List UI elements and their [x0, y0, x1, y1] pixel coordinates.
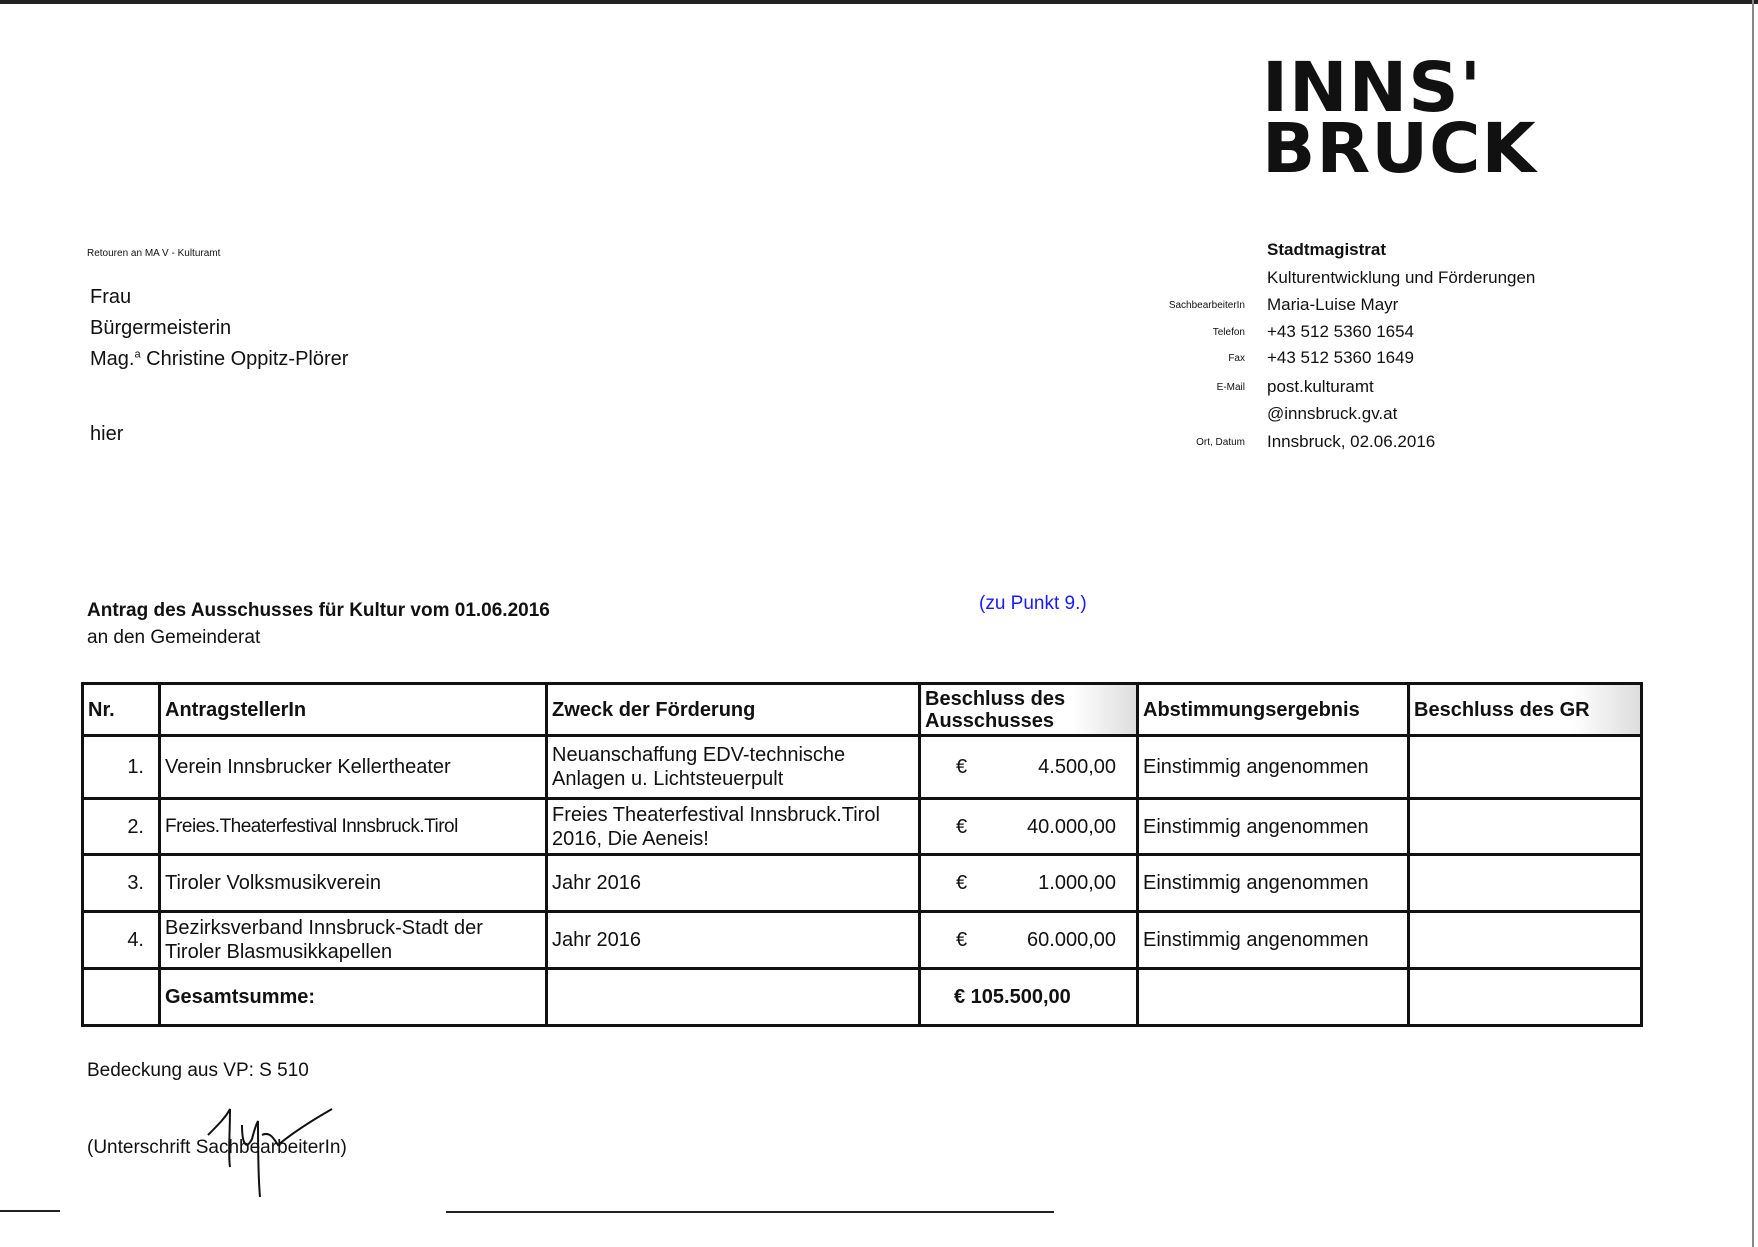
recipient-name-prefix: Mag.: [90, 348, 135, 370]
header-vote: Abstimmungsergebnis: [1136, 682, 1410, 737]
cell-empty: [81, 967, 161, 1027]
cell-vote: Einstimmig angenommen: [1136, 797, 1410, 856]
field-value: Innsbruck, 02.06.2016: [1267, 432, 1436, 451]
amount: 4.500,00: [1038, 756, 1116, 778]
cell-empty: [545, 967, 921, 1027]
header-gr-decision: Beschluss des GR: [1407, 682, 1643, 737]
cell-empty: [1407, 967, 1643, 1027]
agenda-reference: (zu Punkt 9.): [979, 593, 1087, 614]
cell-gr: [1407, 910, 1643, 970]
currency: €: [956, 929, 968, 951]
table-row: 4. Bezirksverband Innsbruck-Stadt der Ti…: [81, 910, 1643, 970]
cell-vote: Einstimmig angenommen: [1136, 734, 1410, 800]
cell-nr: 4.: [81, 910, 161, 970]
total-value: € 105.500,00: [918, 967, 1139, 1027]
header-committee-decision: Beschluss des Ausschusses: [918, 682, 1139, 737]
header-nr: Nr.: [81, 682, 161, 737]
cell-purpose: Freies Theaterfestival Innsbruck.Tirol 2…: [545, 797, 921, 856]
budget-coverage: Bedeckung aus VP: S 510: [87, 1060, 309, 1081]
cell-nr: 1.: [81, 734, 161, 800]
cell-amount: €4.500,00: [918, 734, 1139, 800]
currency: €: [956, 815, 968, 838]
document-title: Antrag des Ausschusses für Kultur vom 01…: [87, 600, 550, 621]
field-value: post.kulturamt: [1267, 377, 1374, 396]
document-subtitle: an den Gemeinderat: [87, 627, 261, 648]
field-value: Maria-Luise Mayr: [1267, 295, 1399, 314]
cell-vote: Einstimmig angenommen: [1136, 853, 1410, 913]
cell-applicant: Freies.Theaterfestival Innsbruck.Tirol: [158, 797, 548, 856]
sender-org: Stadtmagistrat: [1267, 240, 1387, 259]
amount: 40.000,00: [1027, 815, 1116, 838]
field-value: +43 512 5360 1654: [1267, 322, 1415, 341]
recipient-name-sup: a: [134, 348, 141, 361]
field-value: @innsbruck.gv.at: [1267, 404, 1398, 423]
recipient-title: Bürgermeisterin: [90, 317, 232, 339]
total-label: Gesamtsumme:: [158, 967, 548, 1027]
cell-gr: [1407, 797, 1643, 856]
field-label: Ort, Datum: [1196, 437, 1245, 448]
table-row: 3. Tiroler Volksmusikverein Jahr 2016 €1…: [81, 853, 1643, 913]
cell-nr: 3.: [81, 853, 161, 913]
cell-amount: €40.000,00: [918, 797, 1139, 856]
signature-label: (Unterschrift SachbearbeiterIn): [87, 1137, 347, 1158]
logo-line-1: INNS': [1262, 47, 1483, 128]
cell-purpose: Neuanschaffung EDV-technische Anlagen u.…: [545, 734, 921, 800]
signature-icon: [207, 1108, 333, 1198]
field-label: SachbearbeiterIn: [1168, 300, 1245, 311]
cell-applicant: Tiroler Volksmusikverein: [158, 853, 548, 913]
table-row: 1. Verein Innsbrucker Kellertheater Neua…: [81, 734, 1643, 800]
cell-purpose: Jahr 2016: [545, 853, 921, 913]
field-value: +43 512 5360 1649: [1267, 348, 1415, 367]
cell-amount: €60.000,00: [918, 910, 1139, 970]
field-label: Telefon: [1212, 327, 1245, 338]
currency: €: [956, 756, 968, 778]
cell-empty: [1136, 967, 1410, 1027]
cell-nr: 2.: [81, 797, 161, 856]
scan-border-top: [0, 0, 1758, 4]
table-header-row: Nr. AntragstellerIn Zweck der Förderung …: [81, 682, 1643, 737]
header-applicant: AntragstellerIn: [158, 682, 548, 737]
recipient-location: hier: [90, 423, 124, 445]
field-label: E-Mail: [1216, 382, 1245, 393]
scan-line: [0, 1210, 60, 1212]
amount: 60.000,00: [1027, 929, 1116, 951]
cell-gr: [1407, 853, 1643, 913]
cell-gr: [1407, 734, 1643, 800]
cell-amount: €1.000,00: [918, 853, 1139, 913]
scan-line: [446, 1211, 1054, 1213]
sender-dept: Kulturentwicklung und Förderungen: [1267, 268, 1536, 287]
logo-line-2: BRUCK: [1262, 108, 1537, 189]
recipient-name-text: Christine Oppitz-Plörer: [140, 348, 349, 370]
innsbruck-logo: INNS' BRUCK: [1262, 47, 1537, 189]
cell-applicant: Verein Innsbrucker Kellertheater: [158, 734, 548, 800]
table-row: 2. Freies.Theaterfestival Innsbruck.Tiro…: [81, 797, 1643, 856]
funding-table: Nr. AntragstellerIn Zweck der Förderung …: [81, 682, 1643, 1027]
recipient-salutation: Frau: [90, 286, 132, 308]
amount: 1.000,00: [1038, 872, 1116, 894]
field-label: Fax: [1228, 353, 1245, 364]
currency: €: [956, 872, 968, 894]
header-purpose: Zweck der Förderung: [545, 682, 921, 737]
recipient-name: Mag.a Christine Oppitz-Plörer: [90, 348, 348, 371]
cell-vote: Einstimmig angenommen: [1136, 910, 1410, 970]
table-total-row: Gesamtsumme: € 105.500,00: [81, 967, 1643, 1027]
return-address: Retouren an MA V - Kulturamt: [87, 248, 221, 259]
cell-purpose: Jahr 2016: [545, 910, 921, 970]
cell-applicant: Bezirksverband Innsbruck-Stadt der Tirol…: [158, 910, 548, 970]
scan-border-right: [1752, 0, 1754, 1247]
